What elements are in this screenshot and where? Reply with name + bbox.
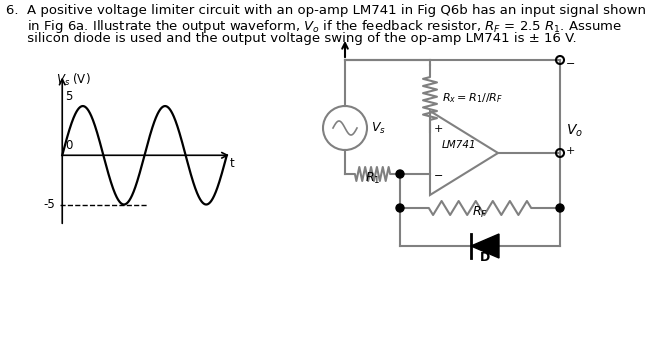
Text: $R_F$: $R_F$ <box>472 205 488 220</box>
Text: $R_x = R_1//R_F$: $R_x = R_1//R_F$ <box>442 92 503 105</box>
Text: $R_1$: $R_1$ <box>365 171 380 186</box>
Text: 6.  A positive voltage limiter circuit with an op-amp LM741 in Fig Q6b has an in: 6. A positive voltage limiter circuit wi… <box>6 4 646 17</box>
Text: $V_s$ (V): $V_s$ (V) <box>56 72 91 88</box>
Text: −: − <box>566 59 576 69</box>
Text: LM741: LM741 <box>442 140 476 150</box>
Text: in Fig 6a. Illustrate the output waveform, $V_o$ if the feedback resistor, $R_F$: in Fig 6a. Illustrate the output wavefor… <box>6 18 622 35</box>
Circle shape <box>396 170 404 178</box>
Circle shape <box>556 204 564 212</box>
Text: +: + <box>434 124 443 134</box>
Text: silicon diode is used and the output voltage swing of the op-amp LM741 is ± 16 V: silicon diode is used and the output vol… <box>6 32 577 45</box>
Text: t: t <box>229 157 234 170</box>
Text: $V_o$: $V_o$ <box>566 123 583 139</box>
Text: −: − <box>434 171 443 181</box>
Text: 0: 0 <box>65 139 73 152</box>
Circle shape <box>396 204 404 212</box>
Text: -5: -5 <box>44 198 56 211</box>
Text: D: D <box>480 251 490 264</box>
Polygon shape <box>471 234 499 258</box>
Text: $V_s$: $V_s$ <box>371 120 386 136</box>
Text: +: + <box>566 146 576 156</box>
Text: 5: 5 <box>65 90 73 103</box>
